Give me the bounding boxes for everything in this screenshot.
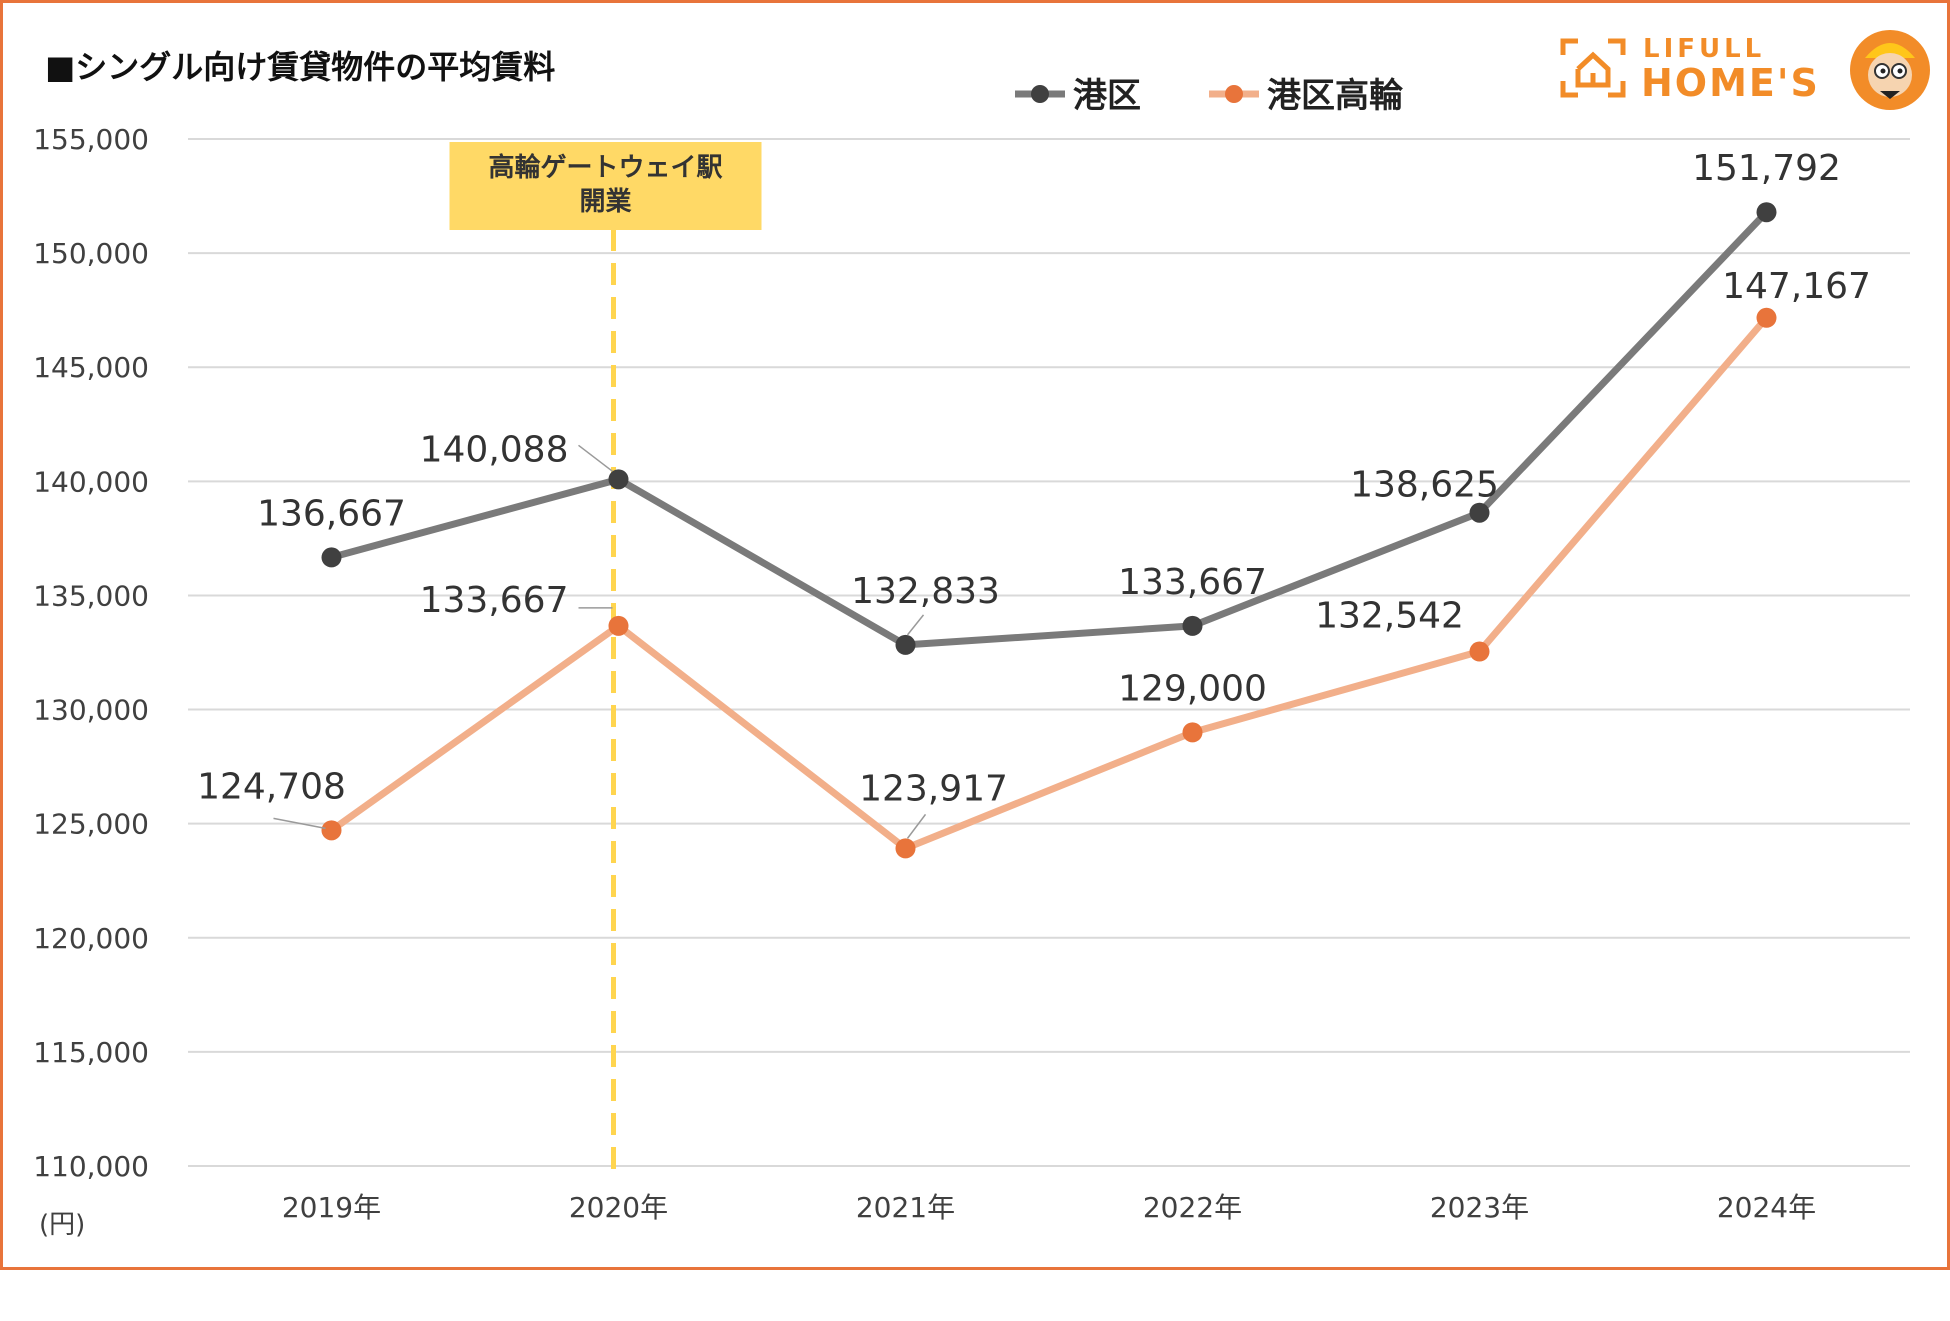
- y-tick-label: 150,000: [33, 237, 149, 270]
- y-tick-label: 120,000: [33, 922, 149, 955]
- x-axis-ticks: 2019年 2020年 2021年 2022年 2023年 2024年: [282, 1191, 1816, 1224]
- logo-text-lifull: LIFULL: [1643, 34, 1765, 64]
- data-point: [1469, 502, 1490, 523]
- data-label: 151,792: [1692, 148, 1841, 189]
- y-tick-label: 125,000: [33, 808, 149, 841]
- data-label: 138,625: [1350, 465, 1499, 506]
- data-labels: 136,667 140,088 132,833 133,667 138,625 151,7…: [197, 148, 1871, 839]
- y-tick-label: 115,000: [33, 1036, 149, 1069]
- logo-text-homes: HOME'S: [1641, 61, 1820, 105]
- y-tick-label: 135,000: [33, 579, 149, 612]
- y-tick-label: 145,000: [33, 351, 149, 384]
- legend: 港区 港区高輪: [1015, 76, 1403, 116]
- x-tick-label: 2023年: [1430, 1191, 1529, 1224]
- leader-line: [273, 817, 326, 830]
- data-point: [608, 469, 629, 490]
- legend-label-minato: 港区: [1073, 76, 1141, 116]
- legend-label-takanawa: 港区高輪: [1267, 76, 1403, 116]
- data-label: 132,833: [851, 571, 1000, 612]
- data-label: 133,667: [420, 580, 569, 621]
- chart-canvas: ■シングル向け賃貸物件の平均賃料 高輪ゲートウェイ駅 開業 110,000 115…: [33, 30, 1930, 1240]
- data-label: 140,088: [420, 429, 569, 470]
- data-label: 123,917: [859, 768, 1008, 809]
- legend-marker-takanawa: [1225, 85, 1243, 103]
- data-label: 129,000: [1118, 668, 1267, 709]
- y-axis-unit-label: (円): [39, 1210, 85, 1240]
- x-tick-label: 2019年: [282, 1191, 381, 1224]
- grid-lines: [188, 138, 1910, 1167]
- leader-line: [906, 813, 927, 839]
- chart-title: ■シングル向け賃貸物件の平均賃料: [45, 48, 555, 86]
- y-tick-label: 155,000: [33, 123, 149, 156]
- data-label: 124,708: [197, 766, 346, 807]
- data-point: [895, 634, 916, 655]
- data-point: [321, 547, 342, 568]
- lifull-homes-logo: LIFULL HOME'S: [1560, 30, 1930, 110]
- annotation: 高輪ゲートウェイ駅 開業: [449, 142, 762, 1181]
- data-label: 133,667: [1118, 562, 1267, 603]
- chart-frame: ■シングル向け賃貸物件の平均賃料 高輪ゲートウェイ駅 開業 110,000 115…: [0, 0, 1950, 1270]
- data-point: [1182, 722, 1203, 743]
- x-tick-label: 2020年: [569, 1191, 668, 1224]
- y-tick-label: 140,000: [33, 465, 149, 498]
- x-tick-label: 2024年: [1717, 1191, 1816, 1224]
- data-point: [1469, 641, 1490, 662]
- leader-line: [578, 444, 613, 472]
- mascot-icon: [1850, 30, 1930, 110]
- x-tick-label: 2022年: [1143, 1191, 1242, 1224]
- data-point: [895, 838, 916, 859]
- y-axis-ticks: 110,000 115,000 120,000 125,000 130,000 135,0…: [33, 123, 149, 1183]
- data-point: [321, 820, 342, 841]
- legend-marker-minato: [1031, 85, 1049, 103]
- annotation-text-line2: 開業: [579, 187, 631, 217]
- data-label: 147,167: [1722, 266, 1871, 307]
- house-icon: [1560, 38, 1626, 98]
- data-label: 132,542: [1315, 596, 1464, 637]
- y-tick-label: 130,000: [33, 694, 149, 727]
- data-point: [1182, 615, 1203, 636]
- data-point: [608, 615, 629, 636]
- data-label: 136,667: [257, 493, 406, 534]
- annotation-box: [449, 142, 762, 230]
- series-line-0: [330, 209, 1770, 649]
- series-line-1: [329, 315, 1770, 852]
- data-point: [1756, 307, 1777, 328]
- annotation-text-line1: 高輪ゲートウェイ駅: [488, 152, 722, 183]
- x-tick-label: 2021年: [856, 1191, 955, 1224]
- series-lines: [321, 202, 1777, 859]
- data-point: [1756, 202, 1777, 223]
- leader-line: [906, 614, 925, 636]
- y-tick-label: 110,000: [33, 1150, 149, 1183]
